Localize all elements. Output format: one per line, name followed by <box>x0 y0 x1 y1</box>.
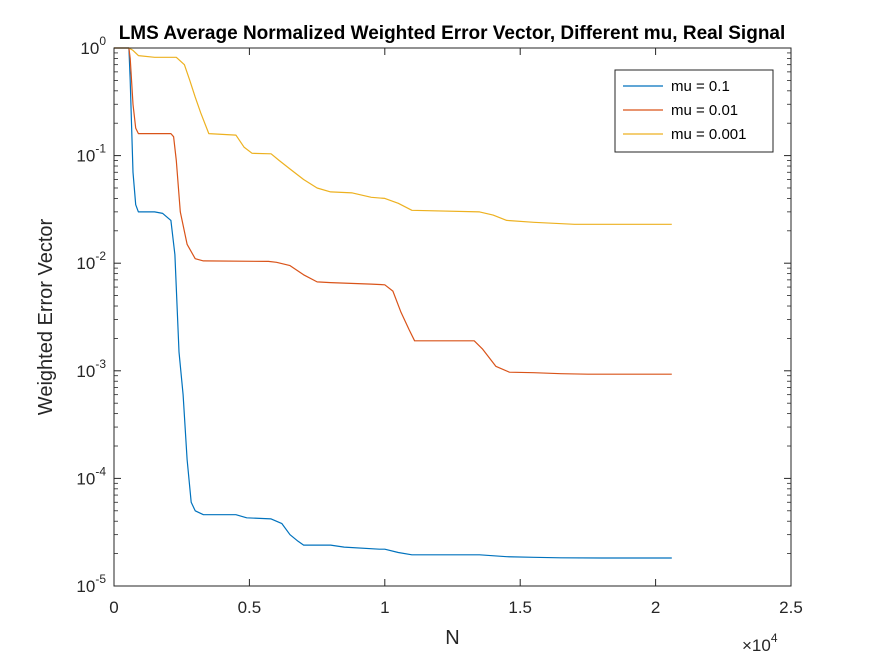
y-tick-label: 10-3 <box>76 357 106 381</box>
legend-box <box>614 69 774 153</box>
y-tick-label: 100 <box>80 34 106 58</box>
chart-title: LMS Average Normalized Weighted Error Ve… <box>119 23 786 44</box>
y-tick-label-base: 10 <box>76 147 95 166</box>
x-axis-ticks: 0 0.5 1 1.5 2 2.5 <box>109 48 803 617</box>
x-axis-label: N <box>445 627 459 649</box>
legend-entry-3: mu = 0.001 <box>671 126 746 143</box>
y-tick-label-exponent: -3 <box>95 357 106 371</box>
legend-entry-2: mu = 0.01 <box>671 102 738 119</box>
series-line-1 <box>114 47 672 559</box>
series-line-2 <box>114 47 672 375</box>
series-line-3 <box>114 47 672 225</box>
x-tick-label: 2 <box>651 598 660 617</box>
x-tick-label: 1.5 <box>508 598 532 617</box>
y-tick-label-exponent: 0 <box>99 34 106 48</box>
x-axis-multiplier-exponent: 4 <box>771 631 778 645</box>
y-tick-label-base: 10 <box>80 39 99 58</box>
x-axis-multiplier-base: ×10 <box>742 636 771 655</box>
legend: mu = 0.1 mu = 0.01 mu = 0.001 <box>614 69 774 153</box>
y-tick-label: 10-2 <box>76 249 106 273</box>
y-tick-label-exponent: -1 <box>95 142 106 156</box>
y-tick-label-exponent: -4 <box>95 464 106 478</box>
y-tick-label-exponent: -2 <box>95 249 106 263</box>
y-tick-label-base: 10 <box>76 362 95 381</box>
x-tick-label: 0.5 <box>238 598 262 617</box>
series-layer <box>114 47 672 559</box>
y-axis-label: Weighted Error Vector <box>35 218 57 415</box>
x-axis-multiplier: ×104 <box>742 631 778 655</box>
y-tick-label-exponent: -5 <box>95 572 106 586</box>
x-tick-label: 0 <box>109 598 118 617</box>
x-tick-label: 1 <box>380 598 389 617</box>
y-tick-label: 10-4 <box>76 464 106 488</box>
y-tick-label-base: 10 <box>76 254 95 273</box>
y-tick-label: 10-5 <box>76 572 106 596</box>
y-tick-label-base: 10 <box>76 577 95 596</box>
y-tick-label-base: 10 <box>76 469 95 488</box>
y-tick-label: 10-1 <box>76 142 106 166</box>
legend-entry-1: mu = 0.1 <box>671 78 730 95</box>
x-tick-label: 2.5 <box>779 598 803 617</box>
